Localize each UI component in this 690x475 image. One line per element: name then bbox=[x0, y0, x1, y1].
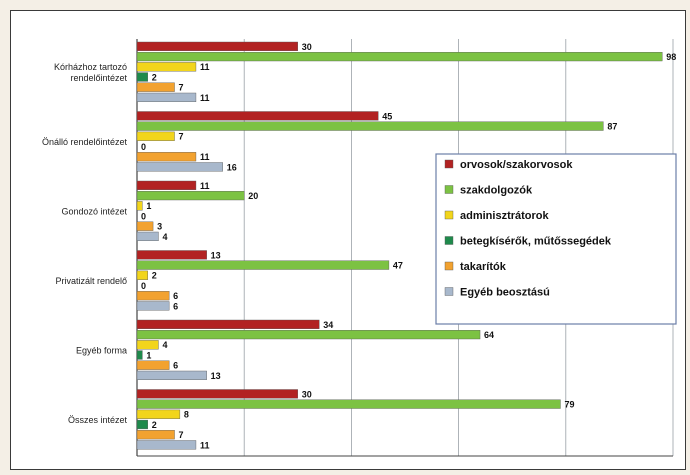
bar bbox=[136, 250, 207, 260]
legend-label: Egyéb beosztású bbox=[460, 287, 550, 299]
bar bbox=[136, 419, 148, 430]
bar bbox=[136, 52, 663, 62]
bar bbox=[136, 111, 379, 121]
bar bbox=[136, 409, 181, 419]
category-label: Kórházhoz tartozó rendelőintézet bbox=[54, 62, 128, 83]
value-label: 1 bbox=[146, 201, 151, 211]
value-label: 3 bbox=[157, 222, 162, 232]
bar bbox=[136, 221, 154, 231]
bar bbox=[136, 260, 390, 270]
bar bbox=[136, 291, 170, 301]
legend-swatch bbox=[444, 210, 454, 220]
value-label: 6 bbox=[173, 361, 178, 371]
value-label: 30 bbox=[302, 42, 312, 52]
value-label: 7 bbox=[179, 132, 184, 142]
value-label: 4 bbox=[162, 340, 167, 350]
category-label: Gondozó intézet bbox=[61, 207, 127, 217]
bar bbox=[136, 231, 159, 242]
value-label: 6 bbox=[173, 301, 178, 311]
value-label: 47 bbox=[393, 261, 403, 271]
value-label: 11 bbox=[200, 93, 210, 103]
value-label: 0 bbox=[141, 281, 146, 291]
bar bbox=[136, 162, 223, 172]
value-label: 11 bbox=[200, 440, 210, 450]
legend-label: orvosok/szakorvosok bbox=[460, 159, 573, 171]
category-label: Összes intézet bbox=[68, 415, 128, 425]
value-label: 20 bbox=[248, 191, 258, 201]
value-label: 16 bbox=[227, 162, 237, 172]
bar bbox=[136, 201, 143, 211]
bar bbox=[136, 440, 197, 450]
bar bbox=[136, 350, 143, 360]
legend-label: takarítók bbox=[460, 261, 507, 273]
value-label: 64 bbox=[484, 330, 494, 340]
value-label: 13 bbox=[211, 250, 221, 260]
bar bbox=[136, 370, 207, 381]
value-label: 13 bbox=[211, 371, 221, 381]
legend-label: betegkísérők, műtőssegédek bbox=[460, 236, 612, 248]
value-label: 1 bbox=[146, 350, 151, 360]
bar bbox=[136, 399, 561, 409]
bar bbox=[136, 301, 170, 311]
value-label: 87 bbox=[607, 122, 617, 132]
legend-swatch bbox=[444, 287, 454, 296]
legend: orvosok/szakorvosok szakdolgozók adminiszt… bbox=[435, 153, 677, 325]
value-label: 7 bbox=[179, 430, 184, 440]
bar bbox=[136, 131, 175, 141]
bar bbox=[136, 190, 245, 201]
value-label: 0 bbox=[141, 211, 146, 221]
value-label: 8 bbox=[184, 410, 189, 420]
bar bbox=[136, 180, 197, 191]
chart-frame: 30 98 11 2 7 11 Kórházhoz tartozó rendelőintéze… bbox=[10, 10, 686, 470]
legend-box bbox=[435, 153, 677, 325]
bar bbox=[136, 430, 175, 440]
value-label: 11 bbox=[200, 62, 210, 72]
bar bbox=[136, 360, 170, 370]
value-label: 7 bbox=[179, 83, 184, 93]
category-label: Privatizált rendelő bbox=[55, 276, 127, 286]
value-label: 45 bbox=[382, 111, 392, 121]
value-label: 11 bbox=[200, 181, 210, 191]
bars bbox=[136, 41, 663, 450]
value-label: 2 bbox=[152, 72, 157, 82]
value-label: 30 bbox=[302, 389, 312, 399]
value-label: 0 bbox=[141, 142, 146, 152]
bar bbox=[136, 340, 159, 350]
value-label: 11 bbox=[200, 152, 210, 162]
bar bbox=[136, 319, 320, 330]
value-label: 34 bbox=[323, 320, 333, 330]
legend-swatch bbox=[444, 185, 454, 194]
legend-swatch bbox=[444, 261, 454, 271]
value-label: 6 bbox=[173, 291, 178, 301]
value-label: 98 bbox=[666, 52, 676, 62]
value-label: 2 bbox=[152, 271, 157, 281]
value-label: 4 bbox=[162, 232, 167, 242]
bar bbox=[136, 121, 604, 131]
bar bbox=[136, 152, 197, 162]
bar bbox=[136, 389, 299, 399]
legend-label: adminisztrátorok bbox=[460, 210, 550, 222]
bar bbox=[136, 72, 148, 82]
bar bbox=[136, 330, 481, 340]
legend-swatch bbox=[444, 236, 454, 245]
bar bbox=[136, 82, 175, 92]
legend-label: szakdolgozók bbox=[460, 185, 533, 197]
legend-swatch bbox=[444, 159, 454, 169]
category-label: Egyéb forma bbox=[76, 346, 127, 356]
bar bbox=[136, 270, 148, 280]
bar bbox=[136, 62, 197, 72]
value-label: 79 bbox=[564, 400, 574, 410]
value-label: 2 bbox=[152, 420, 157, 430]
bar bbox=[136, 41, 299, 52]
category-label: Önálló rendelőintézet bbox=[42, 137, 128, 147]
bar bbox=[136, 92, 197, 103]
